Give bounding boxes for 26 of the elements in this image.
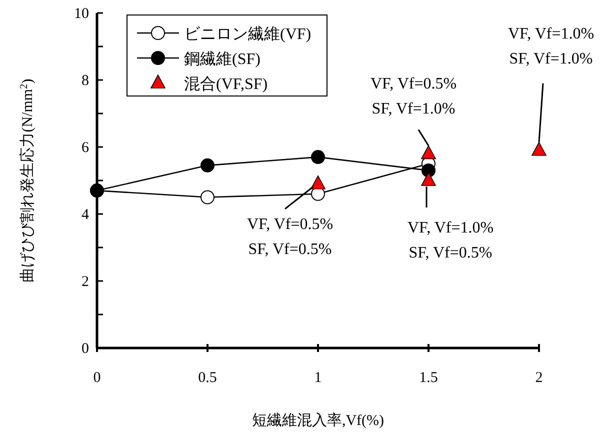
point [200, 158, 214, 172]
y-tick-label: 0 [82, 341, 89, 357]
x-tick-label: 0 [93, 370, 101, 386]
point [421, 145, 436, 160]
y-tick-label: 2 [82, 274, 89, 290]
annotation: VF, Vf=1.0% SF, Vf=0.5% [407, 220, 494, 262]
x-tick-label: 0.5 [198, 370, 217, 386]
point [532, 142, 546, 156]
legend-label: 鋼繊維(SF) [184, 50, 260, 68]
point [200, 190, 214, 204]
annotation: VF, Vf=1.0% SF, Vf=1.0% [508, 25, 594, 68]
y-tick-label: 10 [74, 6, 89, 22]
legend-label: 混合(VF,SF) [184, 75, 268, 93]
x-tick-label: 1 [314, 370, 322, 386]
annotation: VF, Vf=0.5% SF, Vf=1.0% [370, 76, 457, 118]
y-tick-label: 4 [82, 207, 90, 223]
x-tick-label: 2 [535, 370, 543, 386]
x-tick-label: 1.5 [419, 370, 438, 386]
y-tick-label: 6 [82, 140, 90, 156]
point [311, 150, 325, 164]
point [421, 172, 436, 186]
annotation: VF, Vf=0.5% SF, Vf=0.5% [246, 216, 334, 258]
x-axis-title: 短繊維混入率,Vf(%) [252, 412, 384, 429]
point [310, 175, 326, 190]
y-tick-label: 8 [82, 73, 89, 89]
legend-label: ビニロン繊維(VF) [184, 25, 312, 43]
